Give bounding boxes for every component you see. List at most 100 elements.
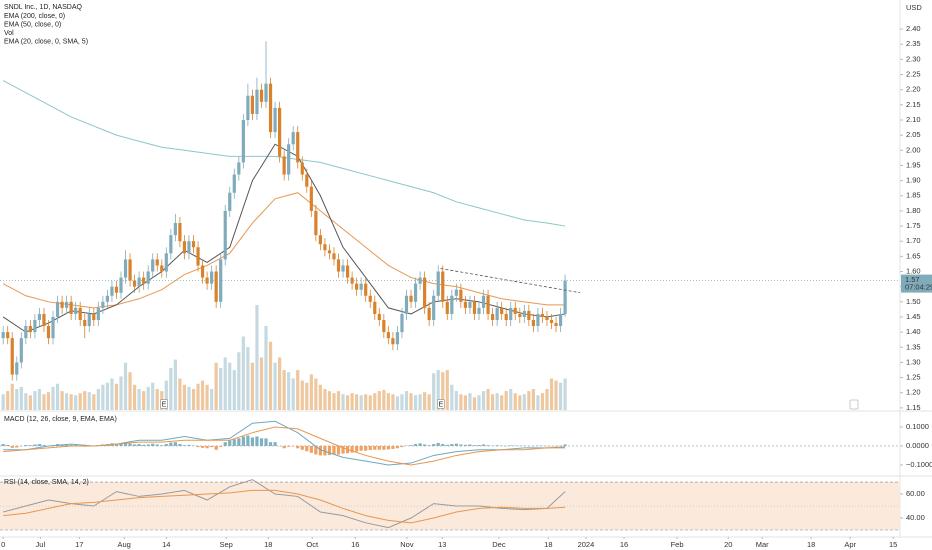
volume-bar: [531, 389, 535, 410]
volume-bar: [146, 386, 150, 410]
macd-hist-bar: [178, 444, 182, 446]
macd-hist-bar: [382, 445, 386, 450]
volume-bar: [278, 357, 282, 410]
candle-body: [549, 320, 554, 324]
volume-bar: [196, 383, 200, 410]
volume-bar: [96, 389, 100, 410]
candle-body: [46, 326, 51, 339]
macd-hist-bar: [160, 445, 164, 446]
volume-bar: [78, 393, 82, 410]
candle-body: [531, 320, 535, 327]
y-tick-label: 1.90: [906, 176, 921, 185]
macd-hist-bar: [1, 444, 5, 446]
macd-hist-bar: [336, 445, 341, 455]
volume-bar: [373, 393, 377, 410]
earnings-label: E: [162, 399, 167, 408]
last-price-label: 1.57: [905, 275, 920, 284]
volume-bar: [214, 362, 218, 410]
volume-bar: [291, 378, 295, 410]
macd-hist-bar: [28, 445, 32, 446]
volume-bar: [364, 394, 368, 410]
candle-body: [554, 323, 558, 327]
candle-body: [500, 307, 504, 314]
candle-body: [246, 95, 250, 120]
volume-bar: [37, 389, 42, 410]
x-tick-label: 16: [351, 540, 359, 549]
y-tick-label: 1.75: [906, 221, 921, 230]
candle-body: [83, 320, 87, 327]
candle-body: [96, 307, 100, 320]
macd-tick-label: −0.1000: [906, 460, 932, 469]
candle-body: [386, 332, 390, 339]
volume-bar: [15, 389, 19, 410]
volume-bar: [132, 384, 137, 410]
macd-hist-bar: [114, 444, 119, 446]
candle-body: [182, 241, 187, 254]
candle-body: [327, 250, 332, 254]
candle-body: [87, 313, 91, 327]
settings-icon[interactable]: [849, 399, 859, 410]
x-tick-label: 13: [438, 540, 446, 549]
x-tick-label: 20: [724, 540, 732, 549]
volume-bar: [527, 391, 531, 410]
candle-body: [60, 301, 64, 308]
candle-body: [309, 186, 313, 211]
volume-bar: [169, 368, 173, 410]
volume-bar: [273, 362, 277, 410]
candle-body: [37, 313, 42, 320]
macd-hist-bar: [509, 445, 513, 446]
macd-hist-bar: [454, 443, 458, 446]
candle-body: [291, 132, 295, 145]
macd-hist-bar: [255, 436, 259, 446]
candle-body: [296, 132, 300, 163]
macd-hist-bar: [332, 445, 336, 455]
candle-body: [164, 253, 168, 272]
candle-body: [404, 295, 409, 314]
candle-body: [413, 283, 418, 302]
candle-body: [250, 95, 255, 114]
macd-hist-bar: [350, 445, 354, 453]
macd-hist-bar: [187, 444, 191, 446]
candle-body: [400, 313, 404, 333]
candle-body: [74, 307, 78, 314]
y-tick-label: 1.40: [906, 327, 921, 336]
volume-bar: [350, 393, 354, 410]
macd-hist-bar: [142, 444, 146, 446]
ema-line: [2, 192, 566, 309]
candle-body: [169, 235, 173, 254]
volume-bar: [441, 372, 445, 410]
volume-bar: [445, 370, 449, 410]
candle-body: [268, 83, 273, 133]
volume-bar: [237, 352, 241, 410]
volume-bar: [65, 393, 69, 410]
earnings-label: E: [438, 399, 443, 408]
volume-bar: [382, 390, 386, 410]
y-tick-label: 2.05: [906, 130, 921, 139]
y-tick-label: 1.35: [906, 342, 921, 351]
macd-hist-bar: [10, 445, 14, 448]
candle-body: [368, 295, 372, 302]
macd-hist-bar: [146, 444, 150, 446]
signal-line: [3, 426, 566, 466]
macd-hist-bar: [359, 445, 363, 451]
volume-bar: [522, 394, 526, 410]
volume-bar: [137, 389, 141, 410]
volume-bar: [92, 394, 96, 410]
volume-bar: [287, 372, 291, 410]
volume-bar: [436, 370, 440, 410]
candle-body: [395, 332, 400, 345]
macd-hist-bar: [395, 445, 400, 449]
candle-body: [6, 332, 10, 339]
macd-hist-bar: [287, 445, 291, 447]
candle-body: [273, 107, 277, 133]
legend-entry: EMA (20, close, 0, SMA, 5): [4, 38, 88, 45]
macd-hist-bar: [128, 443, 132, 446]
volume-bar: [450, 384, 454, 410]
volume-bar: [259, 357, 264, 410]
volume-bar: [327, 391, 332, 410]
candle-body: [527, 310, 531, 320]
x-tick-label: Aug: [117, 540, 130, 549]
candle-body: [459, 289, 463, 302]
candle-body: [51, 316, 55, 339]
